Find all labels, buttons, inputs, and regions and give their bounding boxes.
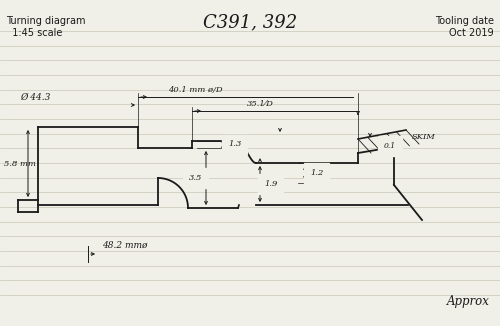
Text: Tooling date: Tooling date <box>435 16 494 26</box>
Text: 0.1: 0.1 <box>384 142 396 150</box>
Text: Turning diagram: Turning diagram <box>6 16 86 26</box>
Text: 5.8 mm: 5.8 mm <box>4 159 36 168</box>
Text: C391, 392: C391, 392 <box>203 13 297 31</box>
Text: 1:45 scale: 1:45 scale <box>6 28 62 38</box>
Text: 40.1 mm ø/D: 40.1 mm ø/D <box>168 86 222 94</box>
Text: Ø 44.3: Ø 44.3 <box>20 93 50 102</box>
Text: 35.1⁄D: 35.1⁄D <box>247 100 274 108</box>
Text: SKIM: SKIM <box>412 133 436 141</box>
Text: 1.2: 1.2 <box>310 169 324 177</box>
Text: 1.9: 1.9 <box>264 180 278 188</box>
Text: 1.3: 1.3 <box>228 141 241 149</box>
Text: Oct 2019: Oct 2019 <box>450 28 494 38</box>
Text: 3.5: 3.5 <box>188 174 202 182</box>
Text: 48.2 mmø: 48.2 mmø <box>102 241 148 250</box>
Text: Approx: Approx <box>447 295 490 308</box>
